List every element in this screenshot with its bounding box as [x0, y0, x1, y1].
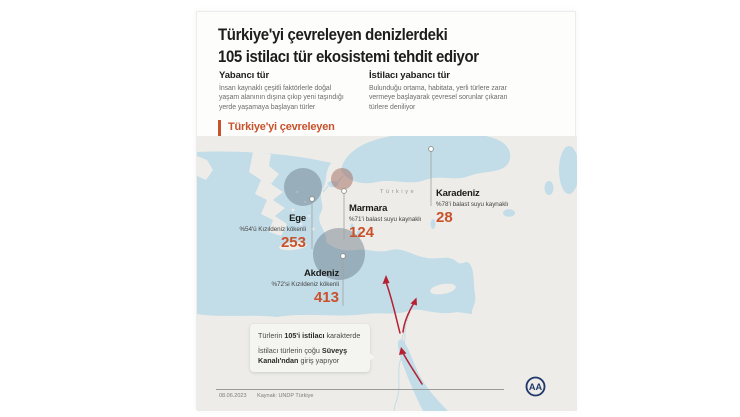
- lake-urmia: [544, 181, 554, 195]
- callout-paragraph: Türlerin 105'i istilacı karakterde: [258, 331, 362, 341]
- sea-count: 124: [349, 223, 375, 241]
- aegean-island: [307, 214, 311, 218]
- footer-source: Kaynak: UNDP Türkiye: [257, 393, 314, 399]
- footer-date: 08.06.2023: [219, 393, 247, 399]
- sea-note: %71'i balast suyu kaynaklı: [349, 215, 422, 223]
- sea-note: %54'ü Kızıldeniz kökenli: [239, 225, 306, 233]
- callout-paragraph: İstilacı türlerin çoğu Süveyş Kanalı'nda…: [258, 346, 362, 366]
- country-label: Türkiye: [380, 189, 417, 195]
- suez-canal: [401, 311, 411, 340]
- migration-arrowhead: [399, 347, 407, 355]
- migration-arrowhead: [410, 297, 417, 306]
- sea-label-karadeniz: Karadeniz %78'i balast suyu kaynaklı 28: [436, 188, 508, 226]
- footer-divider: [216, 389, 504, 390]
- callout-text: Türlerin: [258, 331, 285, 340]
- aa-logo-icon: AA: [525, 376, 546, 397]
- italy-landmass: [197, 156, 213, 180]
- definition-heading: İstilacı yabancı tür: [369, 70, 450, 81]
- sea-note: %78'i balast suyu kaynaklı: [436, 200, 509, 208]
- black-sea: [341, 136, 511, 184]
- lake-tuz: [430, 219, 436, 229]
- crete-island: [279, 241, 307, 251]
- red-sea: [397, 339, 448, 411]
- page-title: Türkiye'yi çevreleyen denizlerdeki 105 i…: [218, 24, 479, 68]
- title-line-2: 105 istilacı tür ekosistemi tehdit ediyo…: [218, 47, 479, 66]
- callout-text: giriş yapıyor: [298, 355, 340, 365]
- aa-logo-text: AA: [529, 382, 543, 392]
- infographic-card: Türkiye'yi çevreleyen denizlerdeki 105 i…: [196, 11, 577, 411]
- callout-text: karakterde: [324, 331, 361, 340]
- sea-count: 413: [313, 288, 339, 306]
- callout-text-bold: Süveyş Kanalı'ndan: [258, 345, 348, 365]
- nile-river: [393, 312, 409, 411]
- definition-body: İnsan kaynaklı çeşitli faktörlerle doğal…: [219, 84, 344, 111]
- aegean-island: [303, 200, 307, 204]
- ege-pointer-ring: [309, 196, 315, 202]
- sea-name: Marmara: [349, 203, 388, 214]
- migration-arrow: [385, 281, 401, 334]
- migration-arrow: [402, 302, 415, 333]
- aegean-island: [299, 222, 303, 226]
- lake-van: [503, 209, 515, 217]
- footer-meta: 08.06.2023 Kaynak: UNDP Türkiye: [219, 393, 313, 399]
- ege-density-blob: [284, 168, 322, 206]
- definition-heading: Yabancı tür: [219, 70, 270, 81]
- sea-name: Ege: [289, 213, 306, 224]
- migration-arrow: [402, 352, 423, 385]
- dardanelles-strait: [322, 185, 329, 193]
- sea-name: Karadeniz: [436, 188, 480, 199]
- aegean-island: [295, 190, 299, 194]
- sea-label-ege: Ege %54'ü Kızıldeniz kökenli 253: [239, 213, 306, 251]
- karadeniz-pointer-ring: [428, 146, 434, 152]
- sea-note: %72'si Kızıldeniz kökenli: [271, 280, 339, 288]
- caspian-sea: [559, 146, 577, 194]
- sea-name: Akdeniz: [303, 268, 339, 279]
- marmara-pointer-ring: [341, 188, 347, 194]
- callout-text: İstilacı türlerin çoğu: [258, 345, 322, 355]
- sea-count: 28: [436, 208, 453, 226]
- callout-box: Türlerin 105'i istilacı karakterde İstil…: [250, 324, 375, 373]
- akdeniz-density-blob: [313, 228, 365, 280]
- title-line-1: Türkiye'yi çevreleyen denizlerdeki: [218, 25, 448, 44]
- akdeniz-pointer-ring: [340, 253, 346, 259]
- migration-arrowhead: [382, 275, 390, 284]
- definition-invasive-species: İstilacı yabancı tür Bulunduğu ortama, h…: [369, 70, 521, 112]
- sea-label-akdeniz: Akdeniz %72'si Kızıldeniz kökenli 413: [271, 268, 339, 306]
- lake-beysehir: [356, 230, 362, 238]
- greece-landmass: [249, 152, 287, 236]
- definition-body: Bulunduğu ortama, habitata, yerli türler…: [369, 84, 508, 111]
- marmara-density-blob: [331, 168, 353, 190]
- definition-foreign-species: Yabancı tür İnsan kaynaklı çeşitli faktö…: [219, 70, 349, 112]
- cyprus-island: [430, 283, 456, 295]
- aegean-island: [291, 208, 295, 212]
- sea-label-marmara: Marmara %71'i balast suyu kaynaklı 124: [349, 203, 421, 241]
- lake-egirdir: [350, 223, 354, 231]
- sea-count: 253: [280, 233, 306, 251]
- callout-text-bold: 105'i istilacı: [284, 331, 325, 340]
